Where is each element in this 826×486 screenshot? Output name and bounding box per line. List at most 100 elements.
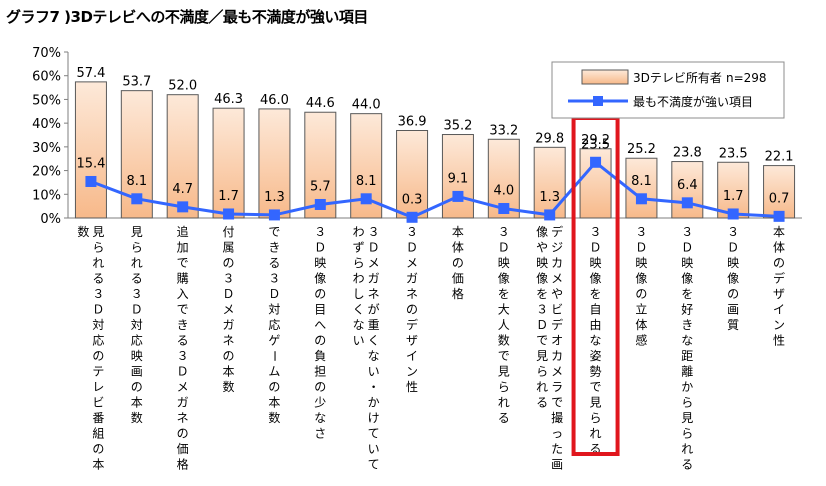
category-label-char: ザ	[406, 334, 418, 348]
line-value-label: 9.1	[448, 171, 469, 186]
category-label-char: ラ	[551, 380, 563, 394]
category-label-char: き	[681, 318, 693, 332]
category-label-char: な	[314, 411, 326, 425]
category-label-char: Ｄ	[92, 303, 104, 317]
category-label-char: デ	[406, 317, 418, 332]
category-label-char: 大	[498, 303, 510, 317]
category-label-char: 姿	[590, 349, 602, 363]
category-label-char: 由	[590, 318, 602, 332]
category-label-char: の	[727, 287, 739, 301]
bar-value-label: 29.8	[535, 131, 564, 146]
category-label-char: 映	[131, 349, 143, 363]
y-tick-label: 70%	[32, 46, 61, 61]
category-label-char: で	[590, 380, 602, 394]
category-label-char: 像	[314, 272, 326, 286]
category-label-char: ネ	[223, 334, 235, 348]
category-label-char: る	[268, 256, 280, 270]
bar-value-label: 23.8	[673, 146, 702, 161]
category-label-char: ３	[92, 287, 104, 301]
category-label-char: 本	[92, 458, 104, 472]
category-label-char: な	[368, 349, 380, 363]
legend-line-label: 最も不満度が強い項目	[633, 94, 753, 109]
category-label-char: 見	[131, 225, 143, 239]
category-label-char: Ｄ	[727, 241, 739, 255]
category-label-char: 属	[223, 241, 235, 255]
line-marker	[727, 208, 739, 220]
category-label-char: ビ	[92, 396, 104, 410]
category-label-char: ガ	[406, 272, 418, 286]
category-label-char: の	[92, 442, 104, 456]
category-label-char: 数	[268, 410, 280, 425]
category-label-char: き	[177, 318, 189, 332]
category-label-char: 番	[92, 411, 104, 425]
category-label-char: 本	[131, 396, 143, 410]
category-label-char: ガ	[368, 272, 380, 286]
category-label-char: ３	[727, 225, 739, 239]
category-label-char: な	[590, 334, 602, 348]
category-label-char: ら	[353, 256, 365, 270]
category-label-char: Ｄ	[590, 241, 602, 255]
category-label-char: い	[368, 365, 380, 379]
category-label-char: 見	[681, 411, 693, 425]
category-label-char: 像	[635, 272, 647, 286]
bar-value-label: 22.1	[765, 150, 794, 165]
category-label-char: て	[368, 427, 380, 441]
category-label-char: る	[498, 411, 510, 425]
category-label-char: デ	[551, 224, 563, 239]
category-label-char: 映	[727, 256, 739, 270]
bar-series	[74, 81, 796, 219]
category-label-char: の	[773, 256, 785, 270]
line-series	[85, 156, 785, 223]
category-label-char: て	[368, 458, 380, 472]
category-label-char: の	[92, 349, 104, 363]
category-label-char: け	[368, 411, 380, 425]
category-label-char: 対	[131, 318, 143, 332]
bar-value-label: 44.0	[352, 98, 381, 113]
category-label-char: イ	[773, 303, 785, 317]
line-value-label: 5.7	[310, 179, 331, 194]
category-label-char: 担	[314, 365, 326, 379]
legend-bar-note: n=298	[726, 71, 767, 85]
category-label-char: ず	[353, 241, 365, 255]
category-label-char: ３	[681, 225, 693, 239]
category-label-char: 自	[590, 303, 602, 317]
category-label-char: 本	[223, 365, 235, 379]
category-label-char: イ	[406, 349, 418, 363]
legend: 3Dテレビ所有者 n=298 最も不満度が強い項目	[551, 61, 785, 119]
category-label-char: い	[353, 334, 365, 348]
category-label-char: ３	[314, 225, 326, 239]
category-label-char: さ	[314, 427, 326, 441]
category-label-char: ら	[681, 427, 693, 441]
line-value-label: 15.4	[76, 156, 105, 171]
y-tick-label: 0%	[40, 212, 61, 227]
category-label-char: を	[681, 287, 693, 301]
category-label-char: ３	[268, 272, 280, 286]
category-label-char: ら	[498, 380, 510, 394]
category-label-char: ゲ	[268, 334, 280, 348]
category-label-char: 見	[92, 225, 104, 239]
category-label-char: 応	[131, 334, 143, 348]
category-label-char: 像	[498, 272, 510, 286]
category-label-char: 数	[131, 410, 143, 425]
category-label-char: 勢	[590, 364, 602, 379]
category-label-char: 映	[536, 256, 548, 270]
bar	[763, 165, 796, 219]
category-label-char: で	[177, 256, 189, 270]
category-label-char: ３	[406, 225, 418, 239]
category-label-char: れ	[498, 396, 510, 410]
category-label-char: く	[353, 303, 365, 317]
category-label-char: ３	[536, 303, 548, 317]
line-value-label: 23.5	[581, 137, 610, 152]
bar-value-label: 44.6	[306, 96, 335, 111]
category-label-char: 距	[681, 349, 693, 363]
y-tick-label: 60%	[32, 70, 61, 85]
line-value-label: 1.7	[723, 189, 744, 204]
